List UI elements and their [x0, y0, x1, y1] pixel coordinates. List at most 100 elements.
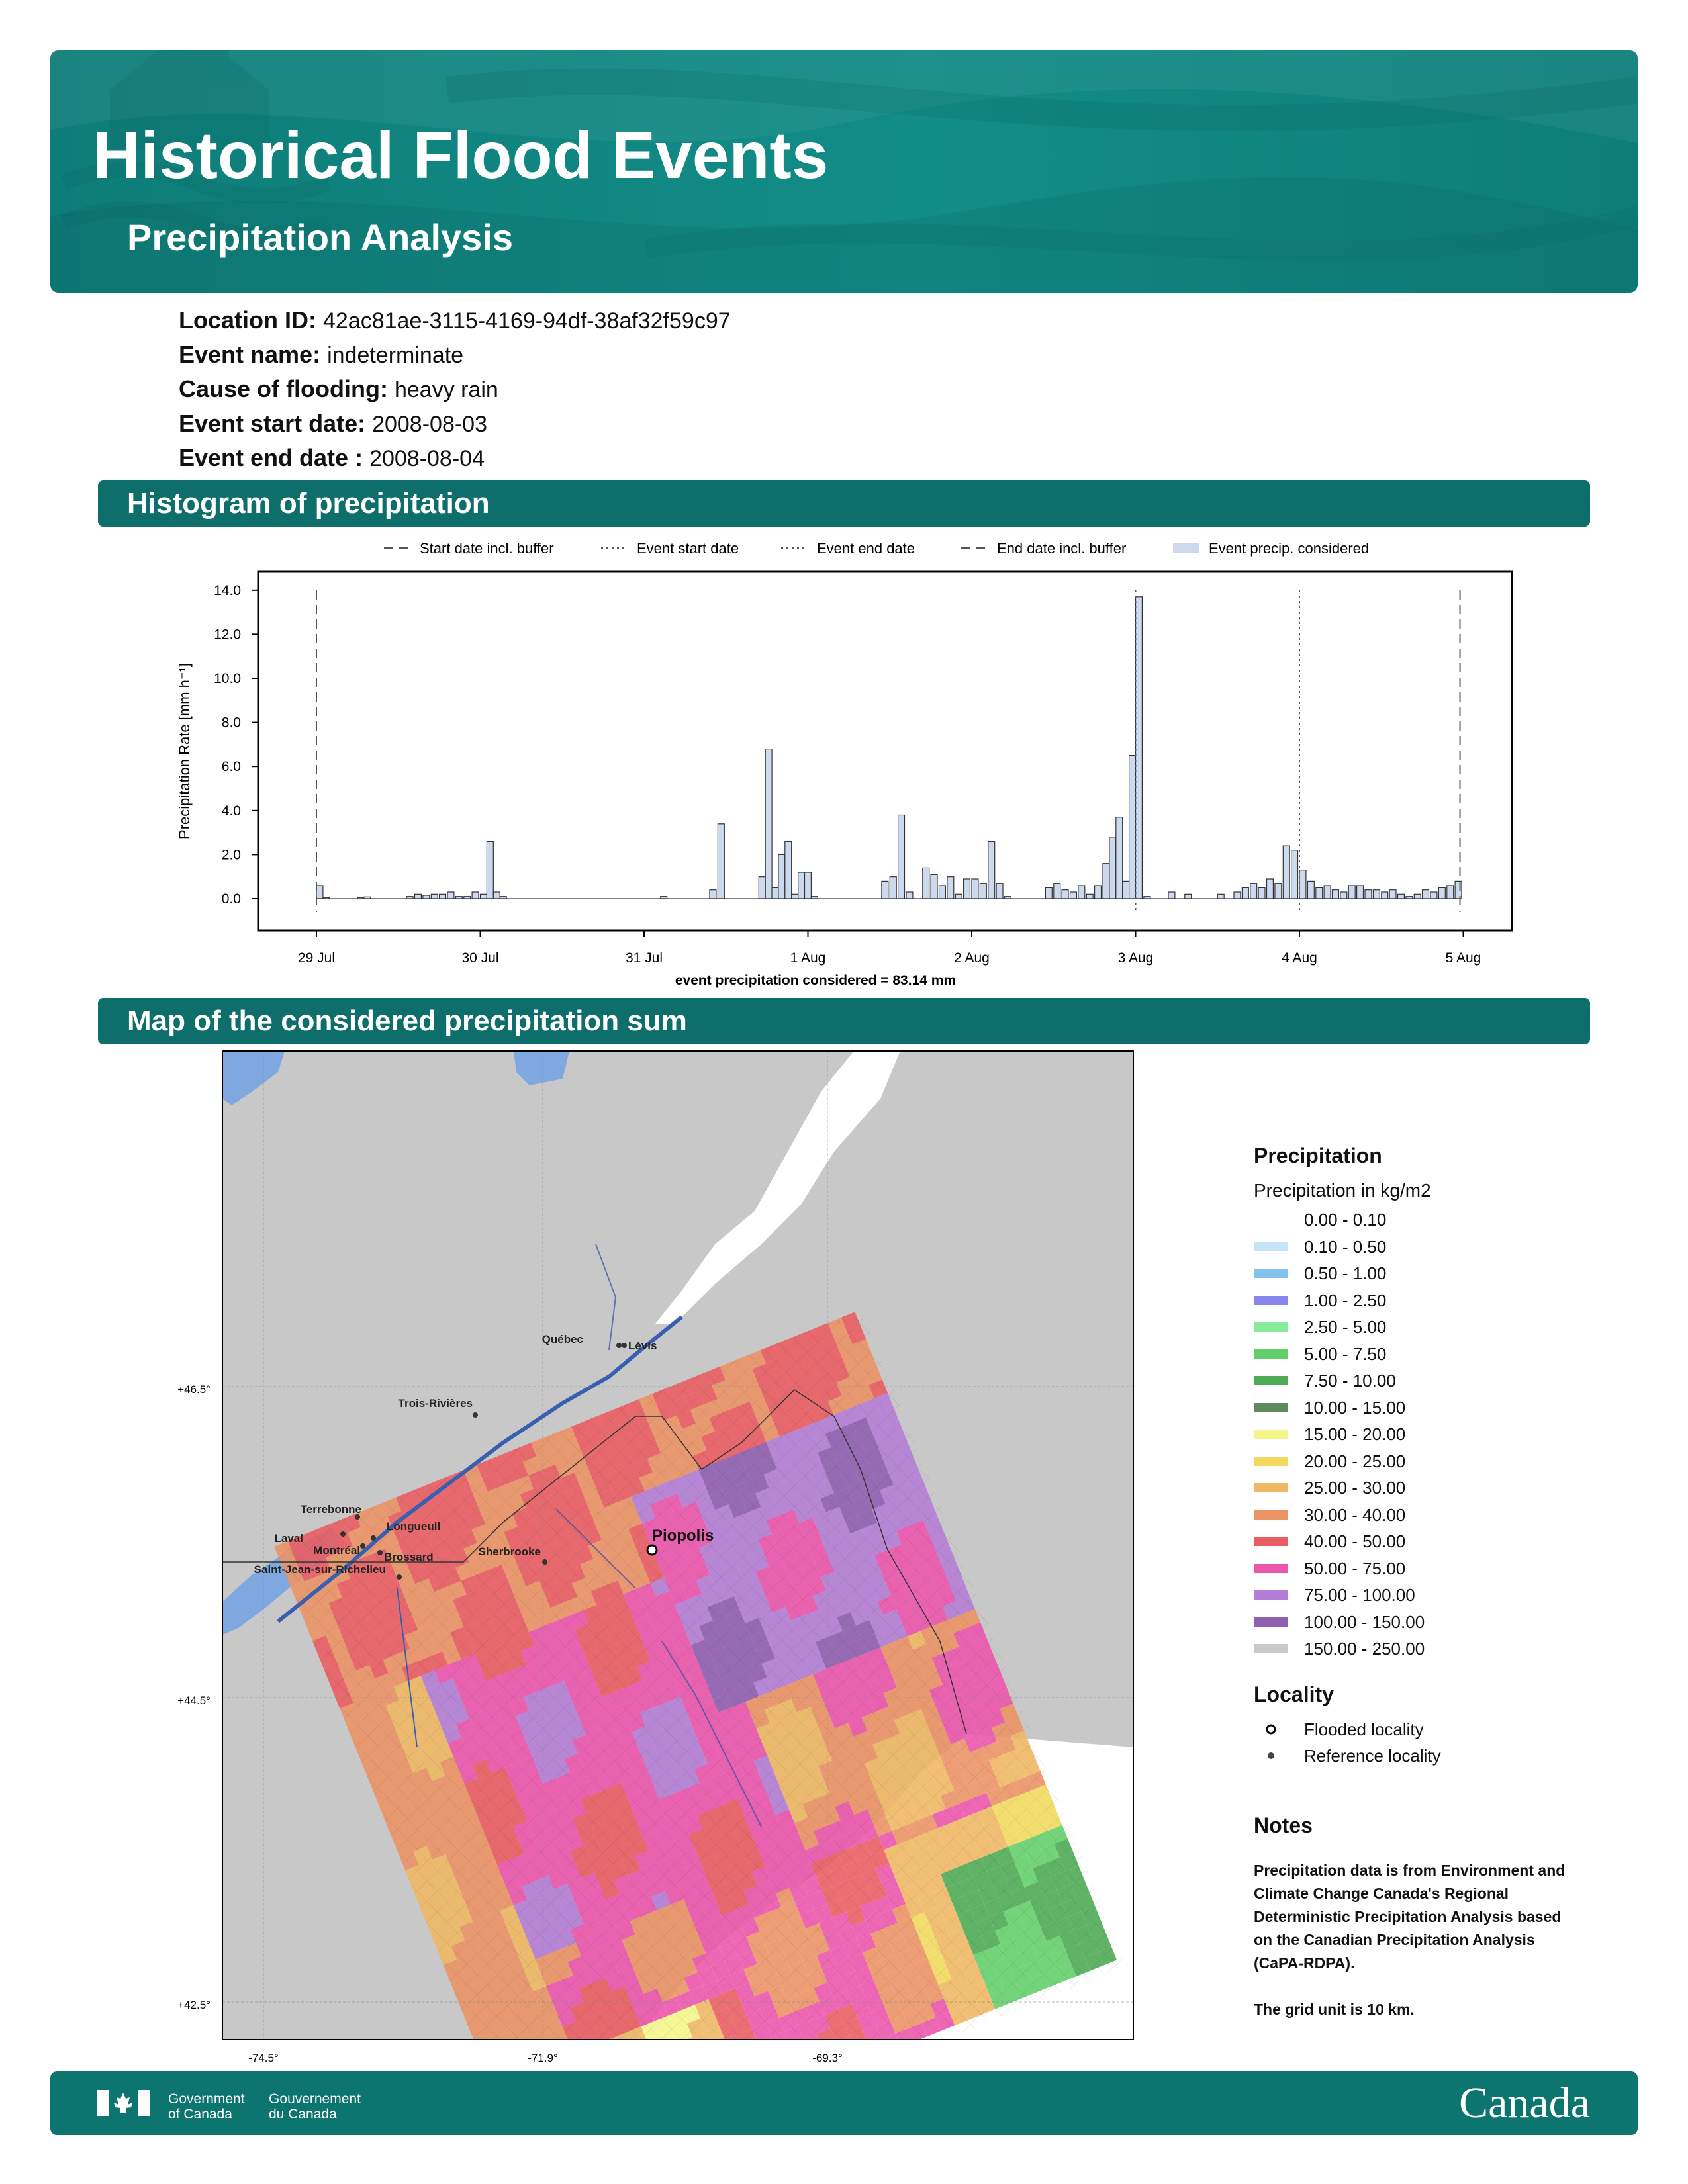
histogram-bar [1061, 889, 1069, 899]
histogram-bar [717, 823, 725, 899]
legend-swatch [1254, 1322, 1288, 1332]
legend-swatch [1254, 1483, 1288, 1492]
legend-label: 1.00 - 2.50 [1304, 1290, 1387, 1310]
grid-cell [698, 2045, 717, 2064]
city-dot [371, 1535, 376, 1541]
histogram-bar [1078, 885, 1086, 899]
legend-flooded-locality: Flooded locality [1254, 1716, 1598, 1743]
histogram-bar [1438, 887, 1446, 899]
grid-cell [790, 2039, 809, 2040]
histogram-bar [1241, 887, 1249, 899]
histogram-bar [1282, 845, 1290, 899]
histogram-legend: Start date incl. buffer Event start date E… [384, 540, 1369, 557]
histogram-bar [1122, 880, 1130, 899]
histogram-bar [1102, 863, 1110, 899]
x-tick-label: 2 Aug [954, 950, 990, 966]
grid-cell [620, 2046, 639, 2065]
x-axis-label: event precipitation considered = 83.14 m… [675, 973, 956, 988]
histogram-bar [1381, 891, 1389, 899]
precipitation-histogram: Start date incl. buffer Event start date E… [176, 540, 1513, 988]
legend-label: 50.00 - 75.00 [1304, 1558, 1406, 1578]
x-tick-label: 29 Jul [298, 950, 335, 966]
page-header: Historical Flood Events Precipitation An… [50, 50, 1638, 293]
histogram-bar [758, 876, 766, 899]
lat-label: +42.5° [177, 1999, 211, 2011]
legend-item: 0.00 - 0.10 [1254, 1206, 1598, 1234]
histogram-bar [1045, 887, 1053, 899]
histogram-bar [1128, 755, 1137, 899]
richelieu-river [397, 1588, 418, 1748]
legend-label: 0.00 - 0.10 [1304, 1210, 1387, 1230]
meta-start-date: Event start date: 2008-08-03 [179, 410, 487, 437]
legend-item: 2.50 - 5.00 [1254, 1314, 1598, 1341]
city-label: Lévis [628, 1340, 657, 1352]
grid-cell [712, 2040, 731, 2059]
city-dot [473, 1412, 478, 1418]
histogram-bar [1094, 885, 1102, 899]
city-dot [616, 1343, 622, 1348]
legend-item: 30.00 - 40.00 [1254, 1502, 1598, 1529]
reference-marker-icon [1268, 1752, 1274, 1759]
histogram-bar [1233, 891, 1241, 899]
legend-item: 0.10 - 0.50 [1254, 1234, 1598, 1261]
legend-label: 2.50 - 5.00 [1304, 1317, 1387, 1337]
legend-swatch [1254, 1456, 1288, 1466]
grid-cell [606, 2051, 625, 2070]
lat-label: +44.5° [177, 1694, 211, 1707]
city-dot [397, 1574, 402, 1580]
city-label: Laval [275, 1532, 303, 1545]
histogram-bar [922, 867, 930, 899]
histogram-bar [479, 893, 487, 899]
histogram-bar [438, 893, 447, 899]
section-bar-histogram: Histogram of precipitation [98, 480, 1590, 527]
histogram-bar [1258, 887, 1266, 899]
histogram-bar [1323, 885, 1331, 899]
histogram-bar [1331, 889, 1339, 899]
legend-item: 75.00 - 100.00 [1254, 1582, 1598, 1609]
city-label: Longueuil [387, 1520, 440, 1533]
legend-label: 0.10 - 0.50 [1304, 1236, 1387, 1257]
histogram-bar [1348, 885, 1356, 899]
histogram-bar [771, 887, 779, 899]
precip-grid-group [274, 1309, 1127, 2073]
legend-label: 5.00 - 7.50 [1304, 1343, 1387, 1364]
lon-label: -71.9° [528, 2052, 558, 2064]
legend-label: 100.00 - 150.00 [1304, 1612, 1425, 1632]
x-tick-label: 31 Jul [626, 950, 663, 966]
grid-cell [744, 2042, 763, 2062]
grid-cell [795, 2053, 814, 2072]
histogram-bar [962, 878, 971, 899]
legend-swatch [1254, 1402, 1288, 1412]
legend-swatch [1254, 1563, 1288, 1573]
legend-item: 40.00 - 50.00 [1254, 1528, 1598, 1555]
grid-cell [684, 2050, 704, 2070]
legend-label-4: Event precip. considered [1209, 540, 1369, 557]
x-tick-label: 3 Aug [1118, 950, 1154, 966]
legend-item: 0.50 - 1.00 [1254, 1260, 1598, 1287]
y-tick-label: 0.0 [222, 891, 241, 907]
legend-swatch [1254, 1537, 1288, 1546]
histogram-bar [1250, 883, 1258, 899]
graticule [222, 1051, 1133, 2040]
grid-cell [476, 2040, 495, 2060]
lat-label: +46.5° [177, 1383, 211, 1396]
histogram-vlines [316, 590, 1461, 912]
legend-label: 75.00 - 100.00 [1304, 1585, 1415, 1605]
st-lawrence-estuary [655, 1051, 900, 1324]
grid-cell [638, 2054, 657, 2073]
legend-label-1: Event start date [637, 540, 739, 557]
legend-swatch [1254, 1295, 1288, 1305]
legend-reference-locality: Reference locality [1254, 1743, 1598, 1770]
legend-item: 15.00 - 20.00 [1254, 1421, 1598, 1448]
rivers [555, 1244, 762, 1827]
histogram-bar [947, 876, 955, 899]
gov-en: Government of Canada [168, 2091, 245, 2122]
city-dot [622, 1343, 627, 1348]
y-tick-label: 6.0 [222, 759, 241, 774]
legend-swatch [1254, 1242, 1288, 1251]
y-axis-label: Precipitation Rate [mm h⁻¹] [176, 663, 193, 839]
legend-item: 100.00 - 150.00 [1254, 1609, 1598, 1636]
histogram-bar [804, 872, 812, 899]
flooded-marker-icon [1266, 1724, 1276, 1734]
y-tick-label: 2.0 [222, 847, 241, 862]
